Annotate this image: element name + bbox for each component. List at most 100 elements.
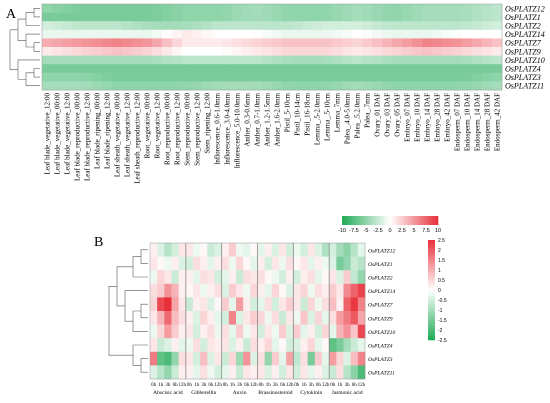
panel-a-column-label: Leaf blade_vegetative_12:00: [64, 93, 72, 175]
panel-a-cell: [352, 55, 363, 65]
panel-a-cell: [412, 12, 423, 22]
panel-a-cell: [332, 47, 343, 56]
panel-b-cell: [350, 311, 359, 325]
panel-b-cell: [300, 324, 308, 339]
panel-a-cell: [222, 55, 233, 65]
panel-a-cell: [102, 47, 113, 56]
panel-a-cell: [262, 55, 273, 65]
panel-b-cell: [207, 351, 215, 366]
panel-a-legend-swatch: [362, 216, 365, 225]
panel-b-cell: [307, 351, 316, 366]
panel-a-legend-tick: -7.5: [349, 228, 358, 234]
panel-a-column-label: Leaf sheath_reproductive_12:00: [134, 93, 142, 184]
panel-b-legend-tick: -1.5: [438, 318, 447, 324]
panel-b-timepoint-label: 1h: [337, 383, 343, 388]
panel-a-cell: [442, 64, 453, 74]
panel-a-legend-swatch: [406, 216, 409, 225]
panel-a-cell: [422, 81, 433, 91]
panel-a-legend-tick: -5: [364, 228, 369, 234]
panel-a-cell: [492, 38, 503, 48]
panel-b-cell: [314, 324, 323, 339]
panel-a-cell: [192, 64, 203, 74]
panel-a-cell: [242, 4, 253, 13]
panel-a-cell: [452, 29, 463, 39]
panel-a-cell: [292, 81, 303, 91]
panel-b-cell: [279, 297, 287, 312]
panel-b-legend-swatch: [428, 264, 435, 267]
panel-b-cell: [185, 297, 194, 312]
panel-a-cell: [332, 38, 343, 48]
panel-a-cell: [422, 4, 433, 13]
panel-b-cell: [200, 351, 208, 366]
panel-a-cell: [252, 29, 263, 39]
panel-a-cell: [412, 29, 423, 39]
panel-a-cell: [472, 72, 483, 82]
panel-a-legend-swatch: [400, 216, 403, 225]
panel-a-cell: [222, 29, 233, 39]
panel-b-cell: [293, 283, 301, 298]
panel-a-cell: [462, 55, 473, 65]
panel-a-cell: [412, 64, 423, 74]
panel-a-cell: [222, 64, 233, 74]
panel-b-cell: [271, 270, 280, 285]
panel-a-cell: [162, 4, 173, 13]
panel-a-cell: [422, 64, 433, 74]
panel-b-legend-swatch: [428, 282, 435, 285]
panel-b-cell: [171, 243, 179, 257]
panel-a-cell: [362, 64, 373, 74]
panel-a-cell: [192, 81, 203, 91]
panel-a-cell: [462, 12, 473, 22]
panel-a-cell: [442, 55, 453, 65]
panel-a-legend-swatch: [414, 216, 417, 225]
panel-b-cell: [185, 243, 194, 257]
panel-a-cell: [452, 4, 463, 13]
panel-b-cell: [300, 351, 308, 366]
panel-a-cell: [282, 47, 293, 56]
panel-a-cell: [232, 81, 243, 91]
panel-a-cell: [432, 38, 443, 48]
panel-b-timepoint-label: 1h: [266, 383, 272, 388]
panel-a-cell: [362, 55, 373, 65]
panel-a-cell: [312, 81, 323, 91]
panel-a-cell: [132, 47, 143, 56]
panel-a-cell: [42, 55, 53, 65]
panel-b-cell: [243, 365, 251, 380]
panel-b-cell: [243, 270, 251, 285]
panel-b-cell: [279, 365, 287, 380]
panel-b-timepoint-label: 0h: [151, 383, 157, 388]
panel-a-legend-swatch: [408, 216, 411, 225]
panel-a-cell: [352, 29, 363, 39]
panel-a-cell: [52, 55, 63, 65]
panel-b-cell: [357, 270, 366, 285]
panel-b-cell: [336, 311, 344, 325]
panel-b-timepoint-label: 3h: [309, 383, 315, 388]
panel-b-cell: [193, 351, 201, 366]
panel-a-cell: [72, 29, 83, 39]
panel-a-cell: [152, 38, 163, 48]
panel-a-cell: [132, 12, 143, 22]
panel-b-cell: [228, 338, 237, 353]
panel-a-cell: [52, 64, 63, 74]
panel-a-cell: [92, 12, 103, 22]
panel-b-cell: [300, 297, 308, 312]
panel-a-cell: [372, 4, 383, 13]
panel-a-cell: [202, 12, 213, 22]
panel-a-cell: [132, 21, 143, 31]
panel-b-row-label: OsPLATZ9: [368, 316, 393, 322]
panel-a-cell: [92, 4, 103, 13]
panel-b-cell: [157, 283, 165, 298]
panel-a-cell: [242, 47, 253, 56]
panel-a-cell: [122, 21, 133, 31]
panel-b-timepoint-label: 1h: [194, 383, 200, 388]
panel-a-cell: [112, 72, 123, 82]
panel-b-cell: [350, 243, 359, 257]
panel-b-timepoint-label: 1h: [302, 383, 308, 388]
panel-a-cell: [342, 47, 353, 56]
panel-b-cell: [164, 338, 172, 353]
panel-b-timepoint-label: 6h: [316, 383, 322, 388]
panel-b-cell: [185, 324, 194, 339]
panel-b-cell: [214, 351, 222, 366]
panel-b-cell: [357, 365, 366, 380]
panel-a-cell: [42, 47, 53, 56]
panel-a-cell: [362, 47, 373, 56]
